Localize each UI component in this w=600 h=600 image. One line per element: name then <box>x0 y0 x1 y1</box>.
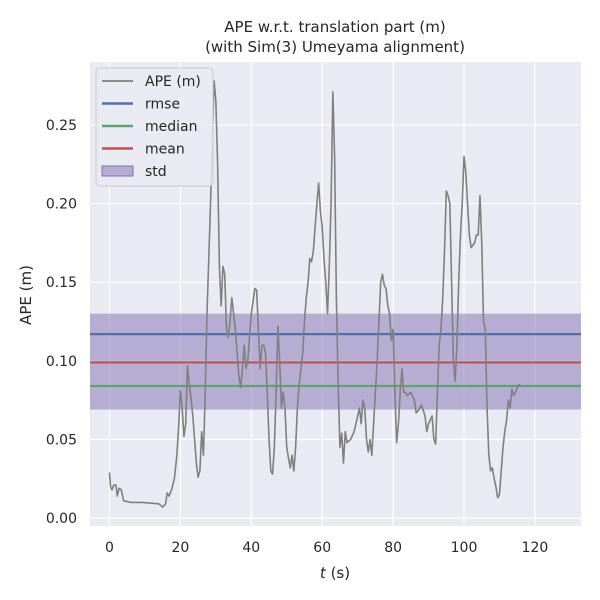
legend-box <box>95 67 214 187</box>
y-tick-label: 0.00 <box>46 511 77 527</box>
x-tick-label: 0 <box>105 540 114 556</box>
y-axis-label: APE (m) <box>17 265 35 325</box>
x-tick-labels: 0 20 40 60 80 100 120 <box>105 540 548 556</box>
chart-title-group: APE w.r.t. translation part (m) (with Si… <box>205 18 465 56</box>
ape-series-line <box>108 80 522 508</box>
chart-subtitle: (with Sim(3) Umeyama alignment) <box>205 38 465 56</box>
y-tick-label: 0.10 <box>46 354 77 370</box>
ape-legend-label: APE (m) <box>145 74 201 90</box>
y-tick-label: 0.20 <box>46 197 77 213</box>
y-tick-label: 0.15 <box>46 275 77 291</box>
legend: APE (m) rmse median mean std <box>95 67 214 187</box>
x-axis-var: t <box>320 564 327 582</box>
chart-title: APE w.r.t. translation part (m) <box>224 18 445 36</box>
std-legend-label: std <box>145 164 167 180</box>
x-axis-unit: (s) <box>326 564 350 582</box>
y-tick-label: 0.05 <box>46 432 77 448</box>
x-tick-label: 40 <box>242 540 260 556</box>
y-tick-labels: 0.00 0.05 0.10 0.15 0.20 0.25 <box>46 118 77 527</box>
series-group <box>108 80 522 508</box>
std-legend-swatch <box>101 165 134 177</box>
y-tick-label: 0.25 <box>46 118 77 134</box>
stat-lines-group <box>90 333 581 388</box>
x-tick-label: 120 <box>522 540 549 556</box>
median-legend-label: median <box>145 119 197 135</box>
x-tick-label: 20 <box>171 540 189 556</box>
x-tick-label: 60 <box>313 540 331 556</box>
x-tick-label: 100 <box>451 540 478 556</box>
x-axis-label: t (s) <box>320 564 350 582</box>
x-tick-label: 80 <box>384 540 402 556</box>
rmse-legend-label: rmse <box>145 97 180 113</box>
mean-legend-label: mean <box>145 142 185 158</box>
